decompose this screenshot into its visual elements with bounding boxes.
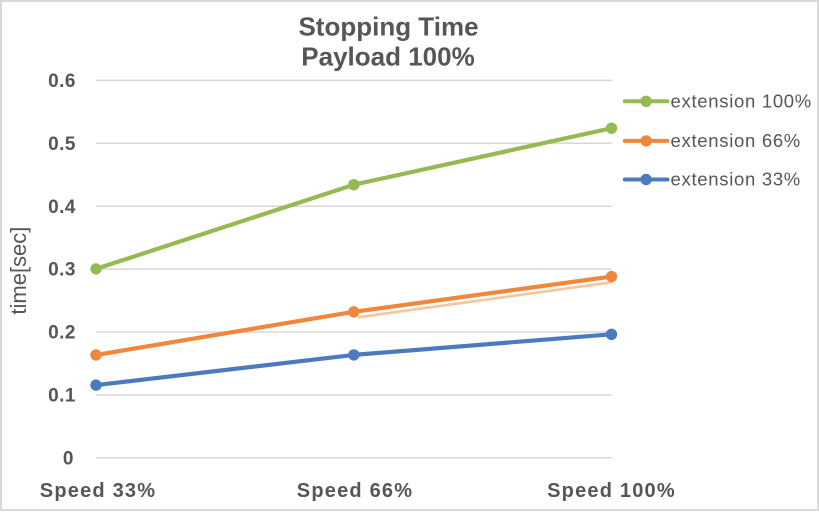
svg-text:0.2: 0.2	[48, 323, 76, 344]
svg-text:Payload 100%: Payload 100%	[301, 42, 474, 72]
svg-text:extension 66%: extension 66%	[671, 130, 801, 151]
svg-text:0.5: 0.5	[48, 134, 76, 155]
svg-text:Speed 66%: Speed 66%	[297, 480, 413, 502]
svg-text:0: 0	[63, 448, 74, 469]
svg-text:extension 100%: extension 100%	[671, 91, 812, 112]
svg-text:Speed 100%: Speed 100%	[547, 480, 676, 502]
svg-text:Speed 33%: Speed 33%	[40, 480, 156, 502]
svg-text:extension 33%: extension 33%	[671, 169, 801, 190]
svg-text:0.6: 0.6	[48, 71, 76, 92]
svg-text:time[sec]: time[sec]	[6, 227, 31, 315]
svg-text:0.1: 0.1	[48, 386, 76, 407]
svg-text:0.3: 0.3	[48, 260, 76, 281]
svg-text:Stopping Time: Stopping Time	[298, 12, 478, 42]
svg-text:0.4: 0.4	[48, 197, 76, 218]
